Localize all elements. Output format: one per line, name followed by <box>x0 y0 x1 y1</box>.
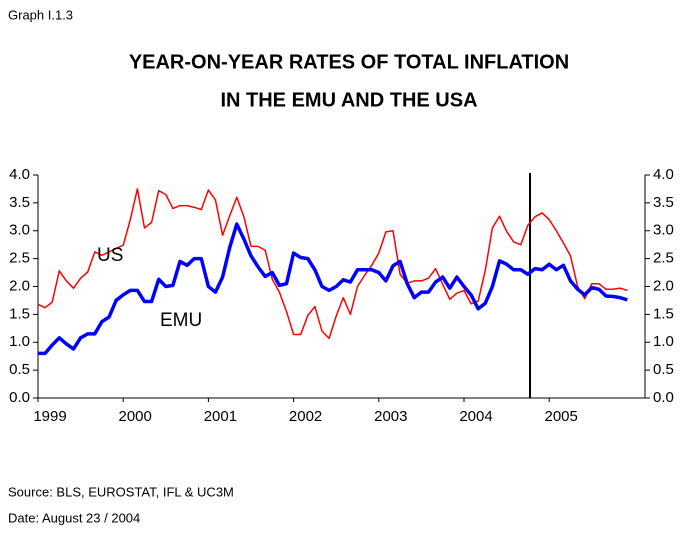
chart-title: YEAR-ON-YEAR RATES OF TOTAL INFLATION <box>129 51 569 73</box>
y2-tick-label: 4.0 <box>653 166 674 183</box>
source-note: Source: BLS, EUROSTAT, IFL & UC3M <box>8 484 234 499</box>
x-tick-label: 2005 <box>545 408 578 425</box>
x-tick-label: 2001 <box>204 408 237 425</box>
y2-tick-label: 3.0 <box>653 222 674 239</box>
x-tick-label: 2004 <box>459 408 492 425</box>
y-tick-label: 2.0 <box>9 277 30 294</box>
y-tick-label: 2.5 <box>9 250 30 267</box>
y2-tick-label: 2.5 <box>653 250 674 267</box>
series-label: US <box>97 245 123 266</box>
y2-tick-label: 0.0 <box>653 389 674 406</box>
y2-tick-label: 2.0 <box>653 277 674 294</box>
y-tick-label: 4.0 <box>9 166 30 183</box>
y-tick-label: 0.0 <box>9 389 30 406</box>
y-tick-label: 3.5 <box>9 194 30 211</box>
y-tick-label: 0.5 <box>9 361 30 378</box>
y2-tick-label: 0.5 <box>653 361 674 378</box>
y-tick-label: 3.0 <box>9 222 30 239</box>
series-label: EMU <box>160 310 202 331</box>
x-tick-label: 1999 <box>33 408 66 425</box>
chart-title: IN THE EMU AND THE USA <box>220 89 477 111</box>
graph-label: Graph I.1.3 <box>8 7 73 22</box>
y2-tick-label: 3.5 <box>653 194 674 211</box>
date-note: Date: August 23 / 2004 <box>8 510 140 525</box>
x-tick-label: 2003 <box>374 408 407 425</box>
y2-tick-label: 1.0 <box>653 333 674 350</box>
series-line <box>37 188 628 340</box>
x-tick-label: 2000 <box>119 408 152 425</box>
y-tick-label: 1.0 <box>9 333 30 350</box>
y-tick-label: 1.5 <box>9 305 30 322</box>
y2-tick-label: 1.5 <box>653 305 674 322</box>
series-line <box>38 222 628 356</box>
x-tick-label: 2002 <box>289 408 322 425</box>
